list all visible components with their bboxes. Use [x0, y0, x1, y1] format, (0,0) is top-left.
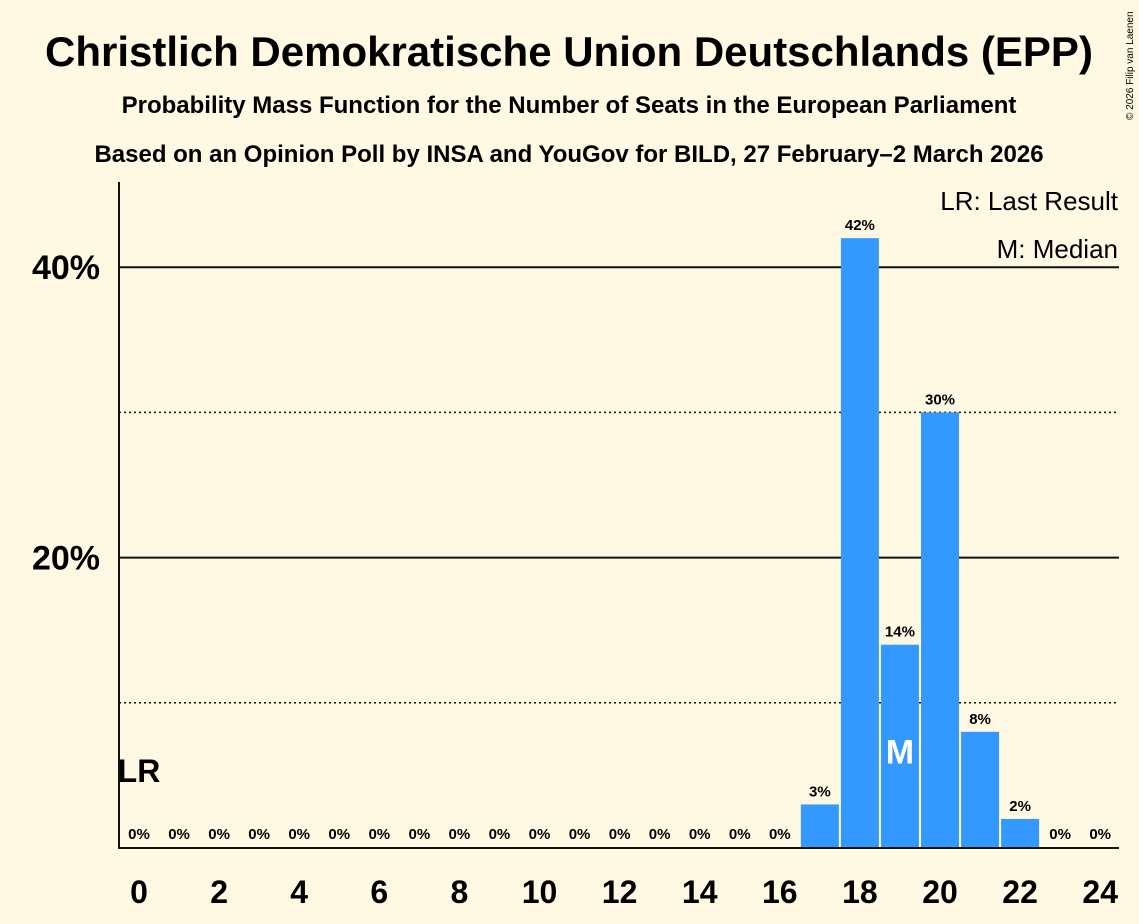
- x-tick-label: 20: [922, 874, 958, 910]
- data-label: 0%: [489, 826, 511, 843]
- data-label: 0%: [569, 826, 591, 843]
- x-tick-label: 16: [762, 874, 798, 910]
- data-label: 0%: [288, 826, 310, 843]
- gridlines: [119, 266, 1119, 704]
- data-label: 0%: [649, 826, 671, 843]
- data-label: 2%: [1009, 798, 1031, 815]
- chart-subtitle-2: Based on an Opinion Poll by INSA and You…: [94, 141, 1043, 168]
- bar: [840, 238, 879, 848]
- x-tick-label: 10: [522, 874, 558, 910]
- data-label: 0%: [729, 826, 751, 843]
- data-label: 0%: [208, 826, 230, 843]
- data-label: 3%: [809, 783, 831, 800]
- x-tick-labels: 0 2 4 6 8 10 12 14 16 18 20 22 24: [130, 874, 1118, 910]
- y-tick-labels: 20% 40%: [32, 249, 100, 577]
- data-label: 0%: [409, 826, 431, 843]
- data-label: 0%: [769, 826, 791, 843]
- x-tick-label: 2: [210, 874, 228, 910]
- x-tick-label: 12: [602, 874, 638, 910]
- data-label: 0%: [1049, 826, 1071, 843]
- y-tick-label: 20%: [32, 540, 100, 578]
- data-label: 0%: [1089, 826, 1111, 843]
- legend-median: M: Median: [997, 234, 1118, 264]
- data-label: 8%: [969, 711, 991, 728]
- x-tick-label: 18: [842, 874, 878, 910]
- x-tick-label: 8: [451, 874, 469, 910]
- data-labels: 0% 0% 0% 0% 0% 0% 0% 0% 0% 0% 0% 0% 0% 0% 0% 0% 0% 3% 42% 1…: [118, 217, 1111, 843]
- bar: [1001, 818, 1040, 848]
- data-label: 0%: [368, 826, 390, 843]
- bar: [921, 412, 959, 848]
- chart-subtitle: Probability Mass Function for the Number…: [122, 92, 1017, 119]
- data-label: 0%: [248, 826, 270, 843]
- x-tick-label: 14: [682, 874, 718, 910]
- x-tick-label: 24: [1082, 874, 1118, 910]
- data-label: 0%: [529, 826, 551, 843]
- data-label: 42%: [845, 217, 875, 234]
- data-label: 0%: [449, 826, 471, 843]
- x-tick-label: 0: [130, 874, 148, 910]
- x-tick-label: 22: [1002, 874, 1038, 910]
- bar: [880, 644, 919, 848]
- data-label: 0%: [328, 826, 350, 843]
- data-label: 30%: [925, 391, 955, 408]
- legend-last-result: LR: Last Result: [940, 186, 1119, 216]
- median-marker: M: [886, 734, 914, 772]
- bar: [800, 804, 839, 848]
- data-label: 0%: [168, 826, 190, 843]
- bar: [961, 731, 1000, 848]
- y-tick-label: 40%: [32, 249, 100, 287]
- last-result-marker: LR: [118, 753, 161, 789]
- chart-title: Christlich Demokratische Union Deutschla…: [45, 28, 1093, 75]
- data-label: 0%: [609, 826, 631, 843]
- x-tick-label: 4: [290, 874, 308, 910]
- x-tick-label: 6: [370, 874, 388, 910]
- data-label: 14%: [885, 624, 915, 641]
- copyright-text: © 2026 Filip van Laenen: [1125, 11, 1136, 120]
- bars: [800, 238, 1040, 848]
- data-label: 0%: [689, 826, 711, 843]
- data-label: 0%: [128, 826, 150, 843]
